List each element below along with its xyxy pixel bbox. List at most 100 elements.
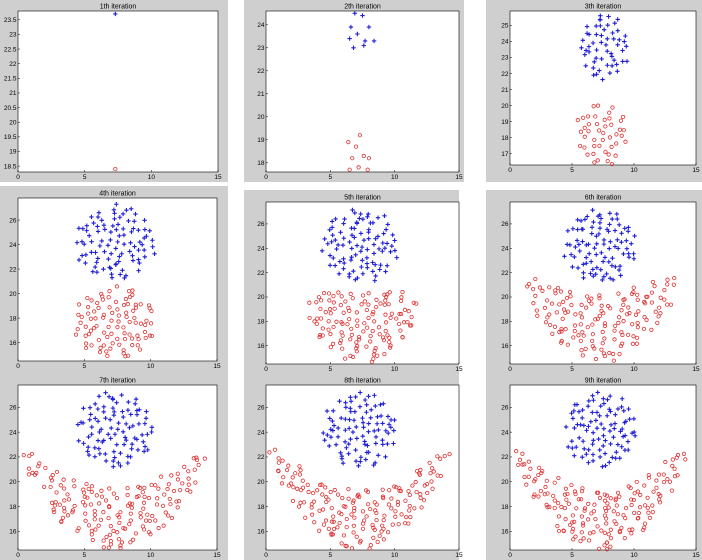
circle-point <box>138 515 143 520</box>
circle-point <box>367 546 372 551</box>
star-point <box>353 447 358 453</box>
star-point <box>606 14 611 19</box>
x-tick-label: 5 <box>83 363 87 370</box>
circle-point <box>635 292 640 297</box>
circle-point <box>128 518 133 523</box>
star-point <box>380 437 385 443</box>
star-point <box>334 246 339 252</box>
x-tick-label: 5 <box>329 366 333 373</box>
circle-point <box>524 482 529 487</box>
star-point <box>608 422 614 428</box>
circle-point <box>86 311 91 316</box>
circle-point <box>52 509 57 515</box>
star-point <box>108 436 113 441</box>
circle-point <box>146 495 151 501</box>
star-point <box>89 424 94 430</box>
star-point <box>372 428 377 434</box>
circle-point <box>339 320 344 325</box>
circle-point <box>86 523 92 528</box>
circle-point <box>656 314 661 319</box>
star-point <box>595 390 600 395</box>
circle-point <box>430 466 435 471</box>
circle-point <box>360 521 366 526</box>
circle-point <box>370 329 375 334</box>
circle-point <box>617 315 622 320</box>
circle-point <box>630 322 635 327</box>
circle-point <box>373 346 378 351</box>
circle-point <box>128 511 133 516</box>
star-point <box>342 216 347 222</box>
circle-point <box>297 472 303 477</box>
circle-point <box>638 492 643 498</box>
star-point <box>346 451 351 456</box>
circle-point <box>175 505 180 510</box>
circle-point <box>160 503 166 508</box>
circle-point <box>76 312 81 317</box>
star-point <box>118 451 123 456</box>
y-tick-label: 19 <box>501 119 509 126</box>
circle-point <box>576 333 581 338</box>
star-point <box>625 439 631 444</box>
plot-area <box>509 10 697 166</box>
y-tick-label: 20 <box>257 479 265 486</box>
circle-point <box>407 492 412 498</box>
circle-point <box>565 491 570 497</box>
circle-point <box>581 333 586 338</box>
star-point <box>88 412 93 417</box>
circle-point <box>118 510 123 515</box>
circle-point <box>559 504 564 510</box>
circle-point <box>438 473 443 479</box>
circle-point <box>26 466 32 471</box>
circle-point <box>108 542 113 547</box>
circle-point <box>337 510 342 515</box>
circle-point <box>397 488 402 493</box>
circle-point <box>90 538 95 543</box>
circle-point <box>102 330 107 335</box>
circle-point <box>410 483 415 488</box>
star-point <box>623 33 628 39</box>
star-point <box>610 216 615 222</box>
star-point <box>141 449 147 454</box>
circle-point <box>115 336 120 341</box>
x-tick-label: 0 <box>508 167 512 174</box>
star-point <box>137 239 143 245</box>
star-point <box>569 411 574 416</box>
circle-point <box>408 515 413 520</box>
circle-point <box>627 527 632 532</box>
circle-point <box>592 502 597 507</box>
circle-point <box>42 484 47 489</box>
circle-point <box>544 502 549 507</box>
circle-point <box>125 486 130 491</box>
star-point <box>90 269 96 274</box>
circle-point <box>295 486 300 491</box>
circle-point <box>361 329 366 334</box>
circle-point <box>351 530 356 535</box>
y-tick-label: 22 <box>257 68 265 75</box>
star-point <box>101 404 107 410</box>
star-point <box>601 401 607 406</box>
circle-point <box>93 527 98 532</box>
circle-point <box>587 531 593 536</box>
circle-point <box>582 508 587 513</box>
circle-point <box>329 519 334 524</box>
star-point <box>139 432 145 438</box>
circle-point <box>601 130 606 136</box>
circle-point <box>611 509 616 514</box>
star-point <box>325 432 330 438</box>
circle-point <box>51 507 56 512</box>
star-point <box>350 207 355 213</box>
star-point <box>606 259 612 264</box>
y-tick-label: 20 <box>9 119 17 126</box>
star-point <box>354 436 360 441</box>
circle-point <box>105 334 110 340</box>
circle-point <box>171 488 177 494</box>
star-point <box>114 400 119 405</box>
star-point <box>93 250 98 255</box>
circle-point <box>106 295 111 300</box>
star-point <box>103 451 108 457</box>
star-point <box>366 227 371 232</box>
circle-point <box>597 293 602 298</box>
circle-point <box>528 466 533 471</box>
circle-point <box>609 122 614 127</box>
panel-iteration-8: 8th iteration 0 5 10 15 16 18 20 22 24 26 <box>244 374 463 560</box>
